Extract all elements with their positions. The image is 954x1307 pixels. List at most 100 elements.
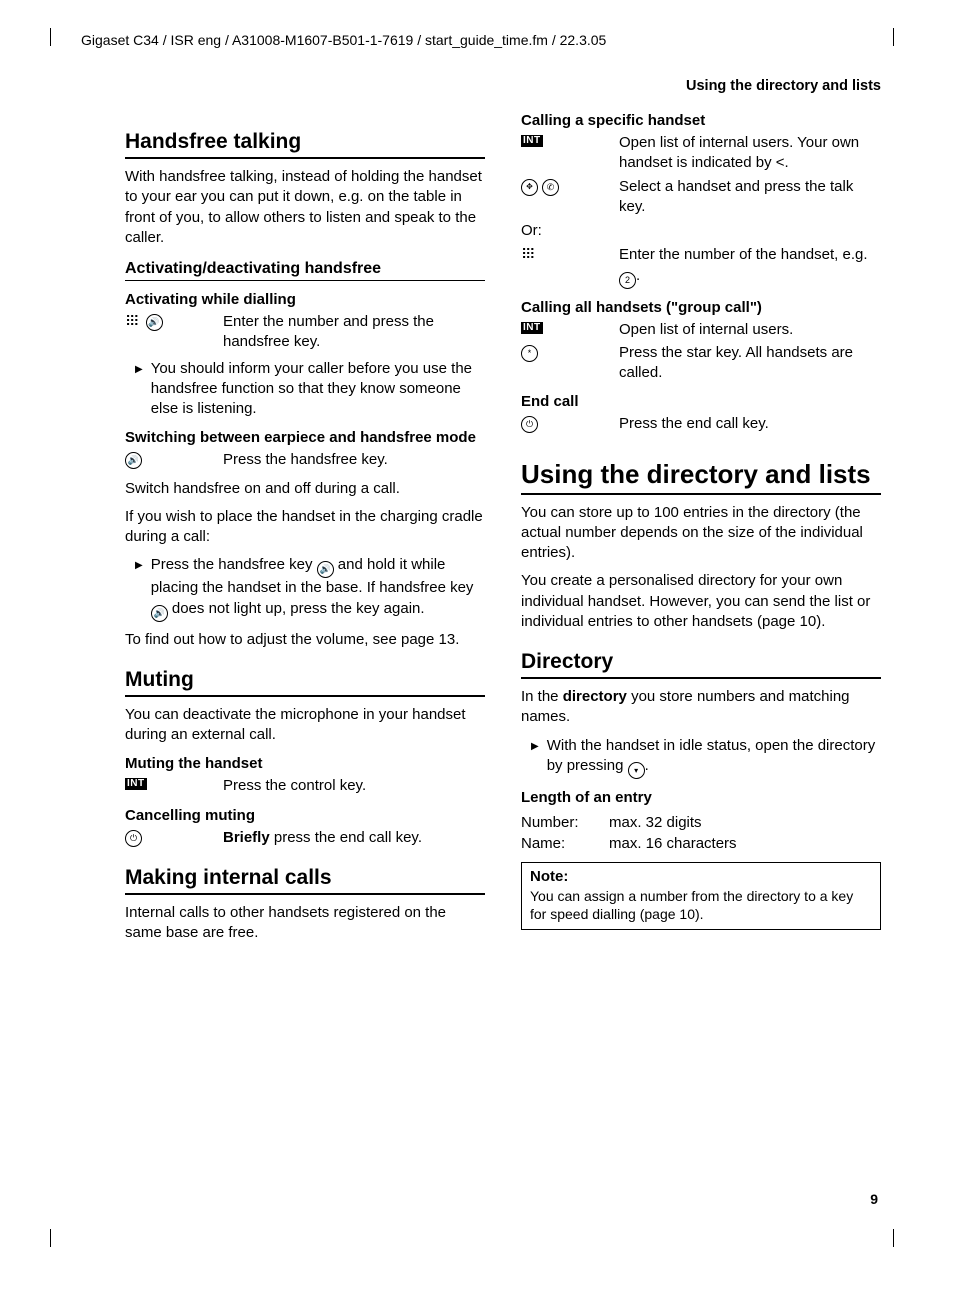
step-icons: INT [125,776,223,796]
star-key-icon: * [521,345,538,362]
step-row: ✥ ✆ Select a handset and press the talk … [521,177,881,218]
entry-label: Number: [521,812,609,833]
step-text: Press the control key. [223,776,485,796]
text-fragment: Press the handsfree key [151,556,317,573]
heading-calling-specific: Calling a specific handset [521,112,881,129]
step-row: * Press the star key. All handsets are c… [521,343,881,384]
digit-icon: 2 [619,272,636,289]
keypad-icon [521,247,538,261]
para-switch: Switch handsfree on and off during a cal… [125,479,485,499]
int-icon: INT [521,322,543,334]
bullet-text: With the handset in idle status, open th… [547,736,881,780]
para-internal: Internal calls to other handsets registe… [125,903,485,944]
text-bold: directory [563,688,627,705]
keypad-icon [125,314,142,328]
int-icon: INT [125,778,147,790]
heading-activating-dial: Activating while dialling [125,291,485,308]
step-icons: INT [521,320,619,340]
para-personal: You create a personalised directory for … [521,571,881,632]
talk-icon: ✆ [542,179,559,196]
content-columns: Handsfree talking With handsfree talking… [65,112,889,951]
text-fragment: With the handset in idle status, open th… [547,737,876,774]
para-store: You can store up to 100 entries in the d… [521,503,881,564]
step-row: INT Open list of internal users. [521,320,881,340]
header-path: Gigaset C34 / ISR eng / A31008-M1607-B50… [81,30,889,48]
handsfree-icon: 🔊 [317,561,334,578]
heading-muting-handset: Muting the handset [125,755,485,772]
step-text: Press the handsfree key. [223,450,485,470]
heading-group-call: Calling all handsets ("group call") [521,299,881,316]
crop-mark [50,28,69,46]
crop-mark [50,1229,69,1247]
handsfree-icon: 🔊 [125,452,142,469]
para-volume: To find out how to adjust the volume, se… [125,630,485,650]
page-number: 9 [870,1191,878,1207]
heading-internal-calls: Making internal calls [125,866,485,895]
note-title: Note: [530,867,872,887]
heading-activating: Activating/deactivating handsfree [125,260,485,281]
step-text: Press the star key. All handsets are cal… [619,343,881,384]
step-row: INT Open list of internal users. Your ow… [521,133,881,174]
text-fragment: does not light up, press the key again. [168,600,425,617]
bullet-inform: You should inform your caller before you… [135,359,485,420]
bullet-text: Press the handsfree key 🔊 and hold it wh… [151,555,485,621]
heading-switching: Switching between earpiece and handsfree… [125,429,485,446]
text-fragment: press the end call key. [270,829,422,846]
entry-label: Name: [521,833,609,854]
end-call-icon: ⏻ [125,830,142,847]
step-row: 🔊 Enter the number and press the handsfr… [125,312,485,353]
text-bold: Briefly [223,829,270,846]
heading-length-entry: Length of an entry [521,789,881,806]
entry-table: Number: max. 32 digits Name: max. 16 cha… [521,812,881,854]
heading-muting: Muting [125,668,485,697]
step-text: Open list of internal users. Your own ha… [619,133,881,174]
crop-mark [875,1229,894,1247]
entry-row: Name: max. 16 characters [521,833,881,854]
note-body: You can assign a number from the directo… [530,887,872,923]
page: Gigaset C34 / ISR eng / A31008-M1607-B50… [0,0,954,1307]
crop-mark [875,28,894,46]
heading-cancel-muting: Cancelling muting [125,807,485,824]
entry-value: max. 32 digits [609,812,702,833]
para-muting: You can deactivate the microphone in you… [125,705,485,746]
step-row: Enter the number of the handset, e.g. 2. [521,245,881,288]
step-icons: ✥ ✆ [521,177,619,218]
step-row: 🔊 Press the handsfree key. [125,450,485,470]
entry-value: max. 16 characters [609,833,737,854]
step-text: Enter the number of the handset, e.g. 2. [619,245,881,288]
or-text: Or: [521,221,881,241]
bullet-text: You should inform your caller before you… [151,359,485,420]
nav-icon: ✥ [521,179,538,196]
handsfree-icon: 🔊 [146,314,163,331]
nav-down-icon: ▾ [628,762,645,779]
para-handsfree: With handsfree talking, instead of holdi… [125,167,485,248]
heading-using-directory: Using the directory and lists [521,459,881,495]
note-box: Note: You can assign a number from the d… [521,862,881,930]
step-icons: 🔊 [125,450,223,470]
step-icons [521,245,619,288]
step-icons: 🔊 [125,312,223,353]
para-cradle: If you wish to place the handset in the … [125,507,485,548]
heading-handsfree: Handsfree talking [125,130,485,159]
left-column: Handsfree talking With handsfree talking… [125,112,485,951]
text-fragment: In the [521,688,563,705]
entry-row: Number: max. 32 digits [521,812,881,833]
int-icon: INT [521,135,543,147]
step-text: Enter the number and press the handsfree… [223,312,485,353]
step-icons: ⏻ [125,828,223,848]
step-row: INT Press the control key. [125,776,485,796]
bullet-idle: With the handset in idle status, open th… [531,736,881,780]
text-fragment: . [645,757,649,774]
heading-directory: Directory [521,650,881,679]
step-text: Press the end call key. [619,414,881,434]
running-head: Using the directory and lists [65,78,881,94]
text-fragment: Enter the number of the handset, e.g. [619,246,868,263]
heading-end-call: End call [521,393,881,410]
step-icons: * [521,343,619,384]
end-call-icon: ⏻ [521,416,538,433]
text-fragment: . [636,267,640,284]
bullet-hold: Press the handsfree key 🔊 and hold it wh… [135,555,485,621]
step-text: Open list of internal users. [619,320,881,340]
para-directory: In the directory you store numbers and m… [521,687,881,728]
step-icons: INT [521,133,619,174]
